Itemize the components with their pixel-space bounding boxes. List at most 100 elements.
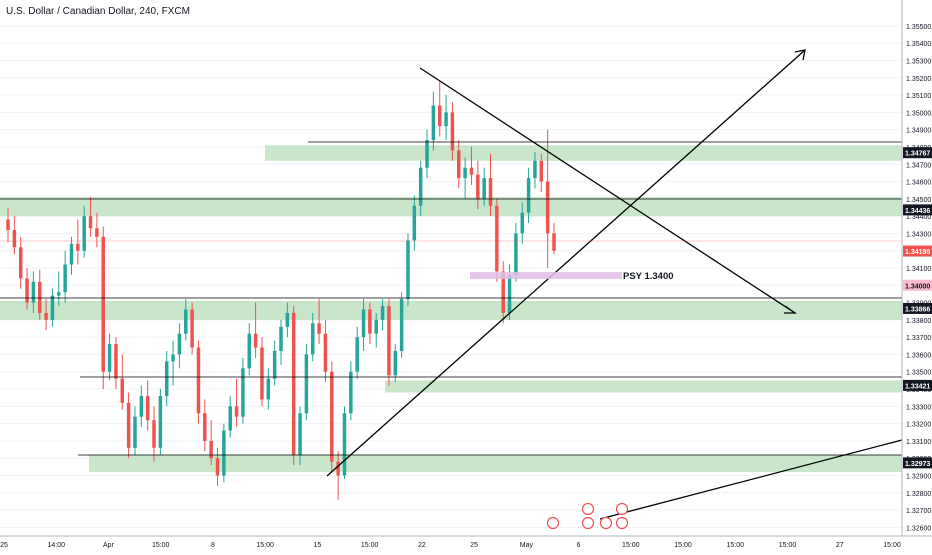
event-flag-icon[interactable] [599,516,613,530]
candle-layer [6,81,556,500]
candle-body [133,416,137,448]
lower-trendline[interactable] [599,439,903,520]
candle-body [120,378,125,403]
candle-body [171,354,175,362]
event-flag-icon[interactable] [615,516,629,530]
candle-body [539,160,544,182]
candle-body [25,278,29,303]
candle-body [310,323,315,355]
candle-body [57,292,61,296]
candle-body [336,461,340,476]
x-tick-label: 15:00 [361,542,379,549]
event-flag-icon[interactable] [581,502,595,516]
candle-body [215,458,220,476]
candle-body [488,178,493,206]
candle-body [514,233,518,275]
y-tick-label: 1.32900 [906,473,931,480]
arrowhead-up [794,49,806,61]
candle-body [82,216,86,251]
y-tick-label: 1.34900 [906,128,931,135]
price-label: 1.34000 [905,283,930,290]
candle-body [317,323,321,334]
price-label: 1.33421 [905,383,930,390]
candle-body [107,344,112,372]
candle-body [495,205,499,272]
candle-body [18,247,23,279]
y-tick-label: 1.35400 [906,41,931,48]
y-tick-label: 1.34500 [906,197,931,204]
x-tick-label: 8 [211,542,215,549]
x-tick-label: 15:00 [256,542,274,549]
y-tick-label: 1.35200 [906,76,931,83]
x-tick-label: 15:00 [622,542,640,549]
y-tick-label: 1.34400 [906,214,931,221]
uptrend-line[interactable] [326,49,806,477]
candle-body [44,312,48,320]
y-tick-label: 1.32700 [906,508,931,515]
candle-body [266,378,271,400]
x-tick-label: 22 [418,542,426,549]
zone-support-1[interactable] [0,300,902,320]
candle-body [95,228,99,237]
candle-body [222,430,226,476]
x-tick-label: 25 [470,542,478,549]
candle-body [37,281,42,313]
zone-support-2[interactable] [385,380,902,393]
y-tick-label: 1.35300 [906,59,931,66]
candle-body [482,178,486,199]
drawing-layer [0,49,903,520]
event-flag-icon[interactable] [615,502,629,516]
price-label-box [903,147,932,159]
x-tick-label: 14:00 [47,542,65,549]
candle-body [253,333,258,348]
candle-body [145,395,150,421]
psy-layer: PSY 1.3400 [470,271,674,282]
candle-body [368,309,372,334]
candle-body [469,167,474,175]
candle-body [533,160,537,179]
time-axis[interactable]: 25 14:00 Apr 15:00 8 15:00 15 15:00 22 25 May 6 15:0… [0,535,932,549]
candle-body [228,406,232,431]
y-tick-label: 1.34600 [906,180,931,187]
price-label-layer: 1.34767 1.34436 1.34198 1.34000 1.33866 1.334… [903,147,932,469]
candle-body [126,402,131,448]
candle-body [247,333,252,369]
candle-body [285,312,290,327]
x-tick-label: 27 [836,542,844,549]
candle-body [361,309,366,338]
candle-body [507,274,512,313]
candle-body [476,174,480,199]
candle-body [304,354,309,414]
price-label: 1.32973 [905,461,930,468]
x-tick-label: 15 [314,542,322,549]
y-tick-label: 1.33300 [906,404,931,411]
price-label: 1.34436 [905,208,930,215]
event-flag-icon[interactable] [581,516,595,530]
price-axis[interactable]: 1.35500 1.35400 1.35300 1.35200 1.35100 1.350… [901,0,931,536]
downtrend-line[interactable] [419,67,796,314]
candle-body [412,205,417,241]
psy-zone[interactable] [470,272,622,279]
x-tick-label: Apr [103,542,115,549]
candle-body [463,167,467,179]
x-tick-label: May [520,542,534,549]
price-label-box [903,302,932,314]
candle-body [291,312,296,455]
event-flag-icon[interactable] [546,516,560,530]
y-tick-label: 1.35500 [906,24,931,31]
candle-body [209,440,213,459]
candle-body [520,212,525,234]
y-tick-label: 1.34300 [906,231,931,238]
y-tick-label: 1.34100 [906,266,931,273]
candle-body [158,395,163,448]
zone-resistance-1[interactable] [265,145,902,161]
candle-body [444,112,448,127]
candle-body [101,236,105,372]
candle-body [260,347,264,400]
zone-support-3[interactable] [89,454,902,473]
candle-body [349,371,353,414]
zone-resistance-2[interactable] [0,197,902,217]
events-layer [546,502,629,530]
